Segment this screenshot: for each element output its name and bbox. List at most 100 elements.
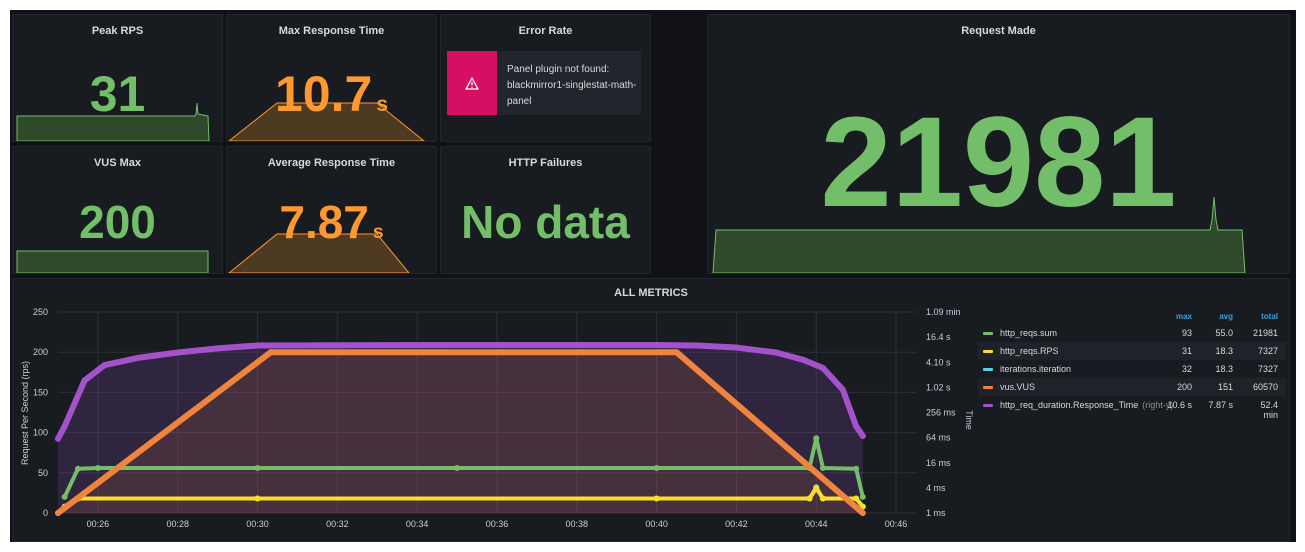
- x-tick-label: 00:32: [326, 519, 349, 529]
- panel-title: Request Made: [961, 25, 1036, 37]
- panel-title: ALL METRICS: [614, 287, 688, 299]
- series-name-text: http_reqs.sum: [1000, 328, 1058, 338]
- data-point: [55, 435, 61, 442]
- x-tick-label: 00:36: [486, 519, 509, 529]
- x-tick-label: 00:44: [805, 519, 828, 529]
- vus-max-panel[interactable]: VUS Max 200: [12, 146, 223, 274]
- data-point: [653, 464, 660, 471]
- series-name-text: iterations.iteration: [1000, 364, 1072, 374]
- series-avg: 55.0: [1215, 328, 1233, 338]
- data-point: [839, 386, 846, 393]
- data-point: [134, 354, 141, 361]
- x-tick-label: 00:26: [87, 519, 110, 529]
- y-right-tick-label: 256 ms: [926, 408, 956, 418]
- series-name-text: http_reqs.RPS: [1000, 346, 1059, 356]
- error-rate-panel[interactable]: Error Rate Panel plugin not found: black…: [440, 14, 651, 142]
- data-point: [101, 362, 108, 369]
- y-right-tick-label: 4.10 s: [926, 357, 951, 367]
- y-right-tick-label: 16.4 s: [926, 332, 951, 342]
- warning-triangle-icon: [447, 51, 497, 115]
- x-tick-label: 00:28: [166, 519, 189, 529]
- stat-value: 200: [79, 196, 156, 248]
- all-metrics-chart[interactable]: 0 50 100 150 200 250 1 ms 4 ms 16 ms 64 ms 256 ms 1…: [10, 10, 1296, 542]
- x-tick-label: 00:34: [406, 519, 429, 529]
- data-point: [653, 341, 660, 348]
- data-point: [799, 356, 806, 363]
- sparkline: [228, 102, 425, 141]
- data-point: [267, 349, 274, 356]
- stat-number: 10.7: [274, 66, 373, 122]
- panel-title: Max Response Time: [278, 25, 385, 37]
- x-tick-label: 00:38: [566, 519, 589, 529]
- legend-header-total[interactable]: total: [1261, 312, 1278, 321]
- series-avg: 18.3: [1215, 346, 1233, 356]
- legend-row[interactable]: http_req_duration.Response_Time (right-y)…: [978, 396, 1286, 420]
- legend-row[interactable]: http_reqs.RPS 31 18.3 7327: [978, 342, 1286, 360]
- legend-row[interactable]: iterations.iteration 32 18.3 7327: [978, 360, 1286, 378]
- series-avg: 7.87 s: [1208, 400, 1233, 410]
- series-max: 10.6 s: [1167, 400, 1192, 410]
- warning-glyph: [465, 76, 479, 90]
- y-left-tick-label: 200: [33, 347, 48, 357]
- x-tick-label: 00:30: [246, 519, 269, 529]
- data-point: [254, 342, 261, 349]
- data-point: [806, 495, 813, 502]
- stat-value: 7.87 s: [227, 199, 436, 245]
- max-response-time-panel[interactable]: Max Response Time 10.7 s: [226, 14, 437, 142]
- series-name: http_reqs.RPS: [1000, 346, 1059, 356]
- y-left-tick-label: 0: [43, 508, 48, 518]
- data-point: [819, 364, 826, 371]
- data-point: [61, 423, 68, 430]
- http-failures-panel[interactable]: HTTP Failures No data: [440, 146, 651, 274]
- series-name: http_reqs.sum: [1000, 328, 1057, 338]
- chart-axis-ticks: 0 50 100 150 200 250 1 ms 4 ms 16 ms 64 ms 256 ms 1…: [33, 307, 961, 529]
- data-point: [673, 349, 680, 356]
- legend-row[interactable]: http_reqs.sum 93 55.0 21981: [978, 324, 1286, 342]
- data-point: [254, 495, 261, 502]
- peak-rps-panel[interactable]: Peak RPS 31: [12, 14, 223, 142]
- request-made-panel[interactable]: Request Made 21981: [707, 14, 1290, 274]
- stat-value: 10.7 s: [227, 69, 436, 119]
- data-point: [55, 510, 61, 516]
- y-left-axis-label: Request Per Second (rps): [20, 361, 30, 465]
- series-name-text: vus.VUS: [1000, 382, 1036, 392]
- data-point: [853, 423, 860, 430]
- x-tick-label: 00:46: [885, 519, 908, 529]
- y-left-tick-label: 50: [38, 468, 48, 478]
- series-color-swatch: [983, 368, 993, 371]
- stat-value: 21981: [820, 91, 1177, 234]
- error-message: Panel plugin not found: blackmirror1-sin…: [507, 64, 637, 107]
- y-right-tick-label: 4 ms: [926, 483, 946, 493]
- average-response-time-panel[interactable]: Average Response Time 7.87 s: [226, 146, 437, 274]
- series-total: 52.4 min: [1260, 400, 1278, 420]
- panel-title: HTTP Failures: [508, 157, 583, 169]
- panel-title: Average Response Time: [267, 157, 396, 169]
- series-total: 60570: [1252, 382, 1278, 392]
- legend-row[interactable]: vus.VUS 200 151 60570: [978, 378, 1286, 396]
- data-point: [733, 344, 740, 351]
- series-max: 200: [1176, 382, 1192, 392]
- data-point: [859, 432, 866, 439]
- series-axis-hint: (right-y): [1142, 400, 1174, 410]
- data-point: [859, 493, 866, 500]
- sparkline: [16, 102, 210, 141]
- series-name: http_req_duration.Response_Time (right-y): [1000, 400, 1173, 410]
- data-point: [853, 465, 860, 472]
- data-point: [813, 485, 820, 492]
- legend-header-max[interactable]: max: [1175, 312, 1192, 321]
- sparkline: [712, 196, 1246, 273]
- legend-header-avg[interactable]: avg: [1219, 312, 1233, 321]
- no-data-text: No data: [461, 196, 630, 248]
- y-right-tick-label: 1 ms: [926, 508, 946, 518]
- data-point: [254, 464, 261, 471]
- data-point: [94, 464, 101, 471]
- data-point: [853, 495, 860, 502]
- y-left-tick-label: 250: [33, 307, 48, 317]
- series-line-http-req-duration-response-time: [55, 341, 866, 442]
- response-time-area: [58, 344, 863, 513]
- data-point: [819, 464, 826, 471]
- data-point: [773, 349, 780, 356]
- data-point: [454, 341, 461, 348]
- series-avg: 151: [1217, 382, 1233, 392]
- data-point: [819, 495, 826, 502]
